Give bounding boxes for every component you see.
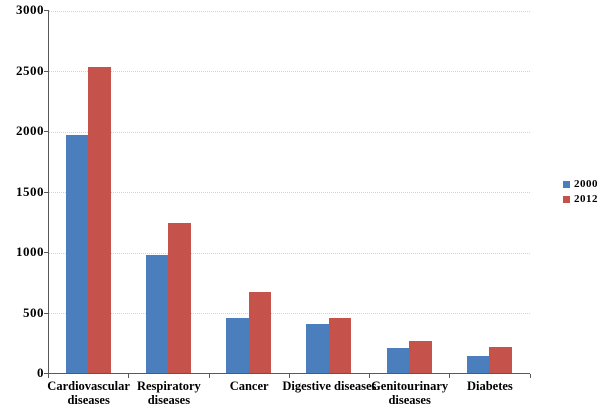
legend-marker-2000-icon [563, 181, 570, 188]
bar-2012-genitourinary-diseases [409, 340, 432, 374]
y-axis-label-1500: 1500 [16, 183, 44, 199]
bar-2000-digestive-diseases [306, 324, 329, 374]
y-axis-label-500: 500 [23, 304, 44, 320]
x-axis-label-respiratory-diseases: Respiratory diseases [136, 379, 201, 407]
x-axis-tick-2 [208, 373, 210, 378]
legend-label-2000: 2000 [574, 178, 598, 190]
y-axis-tick-1000 [44, 252, 49, 253]
legend-item-2000: 2000 [563, 179, 598, 190]
gridline-1500 [48, 192, 530, 193]
x-axis-tick-4 [369, 373, 370, 378]
x-axis-tick-0 [48, 373, 49, 378]
y-axis-label-3000: 3000 [16, 2, 44, 17]
y-axis-label-0: 0 [37, 365, 44, 380]
bar-2000-diabetes [466, 355, 490, 374]
x-axis-tick-3 [288, 373, 290, 378]
x-axis-tick-5 [449, 373, 451, 378]
gridline-3000 [48, 10, 530, 12]
y-axis-tick-3000 [44, 10, 49, 11]
gridline-2500 [48, 71, 530, 72]
x-axis-label-cardiovascular-diseases: Cardiovascular diseases [47, 379, 130, 407]
bar-2012-cardiovascular-diseases [88, 67, 111, 374]
bar-2000-respiratory-diseases [145, 254, 169, 374]
legend-item-2012: 2012 [563, 194, 598, 205]
x-axis-label-diabetes: Diabetes [466, 379, 513, 393]
x-axis-label-genitourinary-diseases: Genitourinary diseases [371, 379, 449, 407]
x-axis-tick-1 [128, 373, 130, 378]
y-axis-tick-0 [44, 373, 49, 374]
gridline-1000 [48, 252, 530, 254]
bar-2012-diabetes [489, 347, 512, 374]
bar-2012-digestive-diseases [328, 318, 352, 374]
bar-2000-cancer [226, 318, 249, 374]
gridline-2000 [48, 131, 530, 133]
x-axis-tick-6 [529, 373, 531, 378]
y-axis-line [48, 10, 49, 374]
y-axis-tick-1500 [44, 191, 49, 193]
y-axis-label-2500: 2500 [16, 62, 44, 78]
bar-2012-cancer [248, 292, 272, 374]
x-axis-label-cancer: Cancer [229, 379, 269, 393]
y-axis-tick-2000 [44, 131, 49, 132]
y-axis-label-1000: 1000 [16, 244, 44, 259]
y-axis-label-2000: 2000 [16, 123, 44, 138]
gridline-500 [48, 313, 530, 314]
bar-2000-cardiovascular-diseases [65, 135, 89, 374]
y-axis-tick-2500 [44, 70, 49, 72]
legend: 2000 2012 [563, 179, 598, 209]
x-axis-label-digestive-diseases: Digestive diseases [282, 379, 377, 393]
bar-2000-genitourinary-diseases [386, 348, 410, 374]
legend-label-2012: 2012 [574, 193, 598, 205]
legend-marker-2012-icon [563, 196, 570, 203]
y-axis-tick-500 [44, 312, 49, 314]
bar-2012-respiratory-diseases [168, 223, 191, 374]
